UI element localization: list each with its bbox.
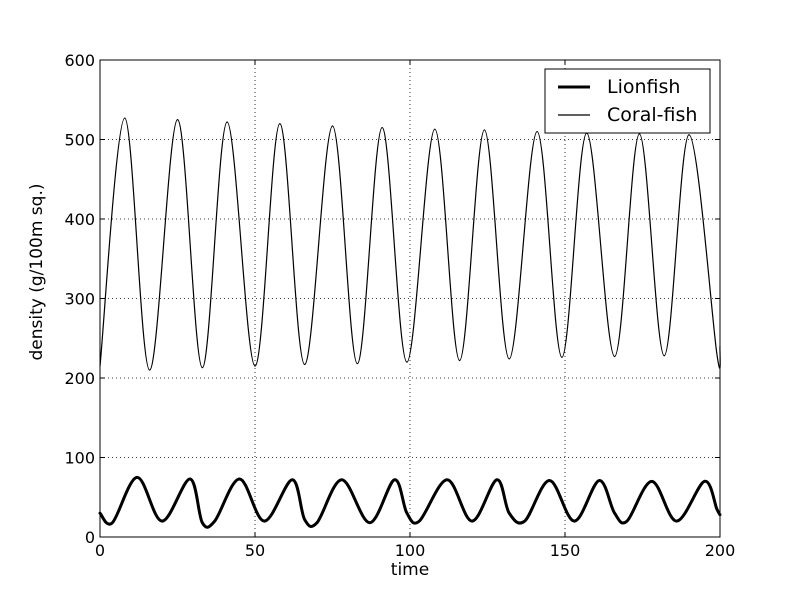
series-layer (98, 117, 722, 529)
legend: Lionfish Coral-fish (544, 68, 711, 134)
x-tick-label: 200 (705, 541, 736, 560)
x-tick-label: 150 (550, 541, 581, 560)
x-axis-label: time (391, 560, 429, 580)
series-line-lionfish (98, 475, 722, 529)
y-tick-label: 500 (64, 131, 95, 150)
y-axis-label: density (g/100m sq.) (27, 184, 47, 361)
grid-lines (100, 60, 720, 537)
x-tick-label: 0 (95, 541, 105, 560)
x-tick-label: 50 (245, 541, 265, 560)
y-tick-label: 100 (64, 449, 95, 468)
axis-ticks (99, 59, 721, 538)
x-tick-label: 100 (395, 541, 426, 560)
series-line-coral-fish (99, 117, 721, 371)
y-tick-labels: 0 100 200 300 400 500 600 (64, 51, 95, 547)
y-tick-label: 600 (64, 51, 95, 70)
y-tick-label: 300 (64, 290, 95, 309)
legend-box (544, 68, 711, 134)
y-tick-label: 0 (85, 528, 95, 547)
y-tick-label: 400 (64, 210, 95, 229)
legend-label-coral-fish: Coral-fish (607, 104, 697, 126)
x-tick-labels: 0 50 100 150 200 (95, 541, 735, 560)
y-tick-label: 200 (64, 369, 95, 388)
legend-label-lionfish: Lionfish (607, 76, 680, 98)
